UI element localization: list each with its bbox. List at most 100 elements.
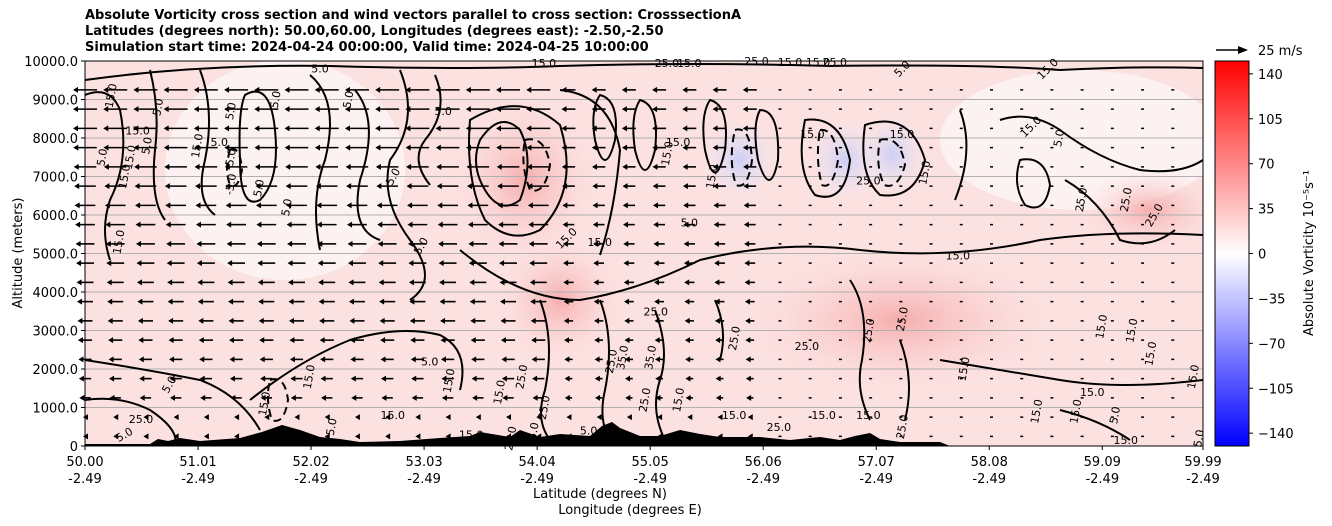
wind-vector-118	[259, 356, 273, 363]
wind-vector-55	[133, 106, 158, 113]
wind-vector-324	[596, 414, 602, 421]
wind-vector-379-head	[652, 86, 658, 93]
wind-vector-82	[198, 317, 214, 324]
wind-vector-352	[623, 240, 635, 247]
wind-vector-337-head	[592, 163, 598, 170]
wind-vector-150	[284, 106, 309, 113]
wind-vector-369-head	[653, 279, 659, 286]
wind-vector-129	[254, 144, 279, 151]
contour-label-31: 15.0	[588, 236, 613, 249]
wind-vector-10-head	[75, 240, 81, 247]
wind-vector-244	[435, 125, 460, 132]
wind-vector-76	[203, 433, 209, 440]
wind-vector-123	[257, 260, 276, 267]
wind-vector-146	[285, 183, 308, 190]
wind-vector-253-head	[470, 317, 476, 324]
x-tick-label-lat-6: 56.06	[745, 455, 782, 470]
contour-label-81: 15.0	[856, 409, 881, 422]
wind-vector-209-head	[415, 433, 421, 440]
wind-vector-385	[684, 337, 694, 344]
wind-vector-185	[345, 163, 369, 170]
wind-vector-374-head	[652, 183, 658, 190]
y-tick-label-1: 1000.0	[33, 402, 79, 417]
wind-vector-336-head	[592, 183, 598, 190]
wind-vector-231	[441, 375, 454, 382]
wind-vector-330-head	[593, 298, 599, 305]
wind-vector-356	[622, 163, 636, 170]
x-tick-label-lon-8: -2.49	[972, 472, 1006, 487]
wind-vector-384	[685, 356, 694, 363]
wind-vector-370-head	[653, 260, 659, 267]
wind-vector-37	[103, 86, 128, 93]
contour-label-43: 15.0	[946, 249, 971, 262]
wind-vector-347-head	[624, 337, 630, 344]
wind-vector-355	[622, 183, 636, 190]
wind-vector-172	[354, 414, 360, 421]
contour-label-21: 15.0	[189, 133, 206, 159]
wind-vector-315-head	[562, 221, 568, 228]
wind-vector-375-head	[652, 163, 658, 170]
wind-vector-104-head	[227, 260, 233, 267]
wind-vector-69	[165, 202, 187, 209]
wind-vector-410-head	[713, 221, 719, 228]
wind-vector-335-head	[592, 202, 598, 209]
wind-vector-365-head	[654, 356, 660, 363]
wind-vector-353-head	[623, 221, 629, 228]
wind-vector-136	[290, 375, 303, 382]
contour-label-15: 5.0	[434, 105, 452, 118]
wind-vector-291	[530, 317, 546, 324]
contour-label-72: 25.0	[536, 394, 553, 420]
wind-vector-389-head	[683, 260, 689, 267]
wind-vector-155-head	[320, 375, 326, 382]
y-tick-label-4: 4000.0	[33, 286, 79, 301]
wind-vector-102	[228, 298, 245, 305]
wind-vector-138-head	[289, 337, 295, 344]
wind-vector-175	[350, 356, 364, 363]
wind-vector-5	[77, 337, 93, 344]
wind-vector-16-head	[73, 125, 78, 132]
wind-vector-423-head	[745, 337, 751, 344]
colorbar-tick-label-0: 140	[1258, 68, 1283, 83]
wind-vector-229-head	[445, 414, 451, 421]
wind-vector-103-head	[227, 279, 233, 286]
wind-vector-201	[377, 221, 398, 228]
wind-vector-199	[378, 260, 397, 267]
contour-east-b	[999, 115, 1203, 173]
wind-vector-211	[411, 394, 424, 401]
wind-vector-68-head	[165, 221, 171, 228]
wind-vector-20-head	[113, 414, 119, 421]
wind-vector-249-head	[472, 394, 478, 401]
wind-vector-392	[683, 202, 696, 209]
wind-vector-124	[256, 240, 276, 247]
wind-vector-265-head	[465, 86, 471, 93]
wind-vector-161-head	[317, 260, 323, 267]
wind-vector-349-head	[624, 298, 630, 305]
contour-label-70: 15.0	[491, 379, 508, 405]
wind-vector-163	[316, 221, 337, 228]
wind-vector-195-head	[380, 337, 386, 344]
wind-vector-277-head	[498, 221, 504, 228]
wind-vector-157	[319, 337, 334, 344]
wind-vector-123-head	[257, 260, 263, 267]
wind-vector-413	[712, 163, 727, 170]
wind-vector-120	[258, 317, 274, 324]
wind-vector-87	[195, 221, 216, 228]
colorbar-label: Absolute Vorticity 10⁻⁵s⁻¹	[1302, 170, 1317, 336]
x-tick-label-lat-9: 59.09	[1084, 455, 1121, 470]
wind-vector-71-head	[164, 163, 170, 170]
wind-vector-51-head	[134, 183, 140, 190]
wind-vector-42	[138, 356, 153, 363]
wind-vector-275	[499, 260, 517, 267]
wind-vector-370	[653, 260, 665, 267]
x-tick-label-lat-0: 50.00	[66, 455, 103, 470]
wind-vector-379	[652, 86, 667, 93]
contour-low-west	[85, 359, 261, 431]
wind-vector-305-head	[566, 414, 572, 421]
colorbar-tick-label-6: −70	[1258, 337, 1285, 352]
wind-vector-203	[376, 183, 398, 190]
shade-blue-56a	[705, 120, 775, 200]
contour-col-57b	[899, 339, 910, 421]
wind-vector-416-head	[712, 106, 718, 113]
wind-vector-95-head	[234, 433, 240, 440]
wind-vector-286	[536, 414, 542, 421]
